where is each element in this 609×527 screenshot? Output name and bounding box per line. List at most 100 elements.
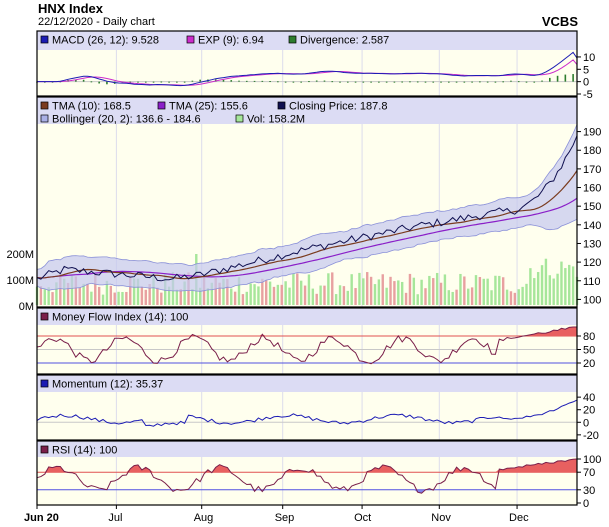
volume-bar: [393, 281, 396, 305]
divergence-bar: [292, 81, 295, 83]
divergence-bar: [331, 81, 334, 83]
volume-bar: [474, 275, 478, 305]
volume-bar: [249, 283, 252, 305]
volume-bar: [501, 277, 505, 305]
y-tick-label: 80: [583, 331, 595, 343]
divergence-bar: [370, 81, 372, 83]
divergence-bar: [82, 79, 85, 82]
divergence-bar: [183, 81, 186, 83]
volume-bar: [552, 278, 555, 305]
volume-bar: [156, 287, 159, 305]
volume-bar: [191, 288, 194, 305]
legend-label: TMA (25): 155.6: [169, 101, 248, 113]
legend-swatch: [40, 379, 49, 388]
volume-bar: [261, 278, 264, 305]
volume-bar: [214, 278, 217, 305]
volume-bar: [323, 285, 326, 305]
volume-bar: [148, 283, 151, 305]
divergence-bar: [106, 81, 108, 85]
divergence-bar: [424, 81, 427, 83]
divergence-bar: [471, 81, 473, 83]
volume-bar: [556, 273, 559, 305]
volume-bar: [90, 291, 93, 305]
legend-label: Closing Price: 187.8: [289, 101, 387, 113]
volume-bar: [39, 286, 43, 305]
volume-bar: [533, 278, 536, 305]
divergence-bar: [284, 81, 287, 83]
volume-bar: [311, 288, 315, 305]
mfi-line: [36, 326, 577, 365]
divergence-bar: [75, 79, 77, 82]
volume-bar: [55, 282, 58, 305]
divergence-bar: [378, 81, 380, 83]
y-tick-label: 5: [583, 64, 589, 76]
panel-frame-momentum: [36, 374, 578, 441]
tma10-line: [36, 170, 578, 280]
volume-bar: [82, 283, 85, 305]
volume-bar: [272, 286, 276, 305]
legend-label: RSI (14): 100: [52, 445, 117, 457]
y-tick-label: 100: [583, 454, 601, 466]
legend-band-mfi: [37, 308, 577, 325]
panel-frame-rsi: [36, 440, 578, 506]
volume-bar: [140, 286, 144, 305]
divergence-bar: [385, 81, 388, 83]
volume-bar: [443, 274, 447, 305]
x-tick-label: Oct: [354, 512, 371, 524]
y-tick-label: 110: [583, 276, 601, 288]
legend-band-price: [37, 97, 577, 124]
volume-bar: [125, 291, 128, 305]
volume-bar: [288, 287, 291, 305]
volume-bar: [94, 274, 97, 305]
y-tick-label: 20: [583, 405, 595, 417]
divergence-bar: [253, 80, 256, 82]
divergence-bar: [160, 81, 163, 83]
volume-bar: [331, 272, 334, 305]
volume-bar: [144, 289, 147, 305]
y-tick-label: 190: [583, 127, 601, 139]
volume-bar: [377, 279, 381, 305]
volume-bar: [233, 291, 237, 305]
legend-band-momentum: [37, 375, 577, 392]
divergence-bar: [238, 80, 240, 82]
volume-bar: [346, 290, 349, 305]
divergence-bar: [455, 81, 458, 83]
volume-bar: [74, 276, 78, 305]
volume-bar: [369, 276, 373, 305]
volume-bar: [198, 287, 202, 305]
volume-bar: [327, 273, 330, 305]
y-tick-label: 130: [583, 238, 601, 250]
volume-bar: [230, 288, 233, 305]
volume-bar: [513, 292, 517, 305]
volume-bar: [412, 277, 416, 305]
y-tick-label: -5: [583, 89, 593, 101]
legend-swatch: [40, 114, 49, 123]
divergence-bar: [401, 81, 403, 83]
volume-bar: [206, 288, 210, 305]
divergence-bar: [346, 81, 349, 83]
volume-tick-label: 100M: [6, 275, 34, 287]
panel-frame-mfi: [36, 307, 578, 375]
divergence-bar: [564, 74, 567, 82]
rsi-line: [36, 458, 578, 494]
volume-bar: [167, 286, 171, 305]
y-tick-label: 50: [583, 345, 595, 357]
legend-swatch: [40, 101, 49, 110]
volume-bar: [470, 287, 474, 305]
divergence-bar: [440, 81, 442, 83]
volume-bar: [482, 278, 485, 305]
volume-bar: [463, 276, 466, 305]
x-tick-label: Jul: [108, 512, 122, 524]
divergence-bar: [510, 80, 512, 82]
divergence-bar: [447, 81, 450, 83]
macd-line: [37, 51, 578, 87]
volume-bar: [455, 289, 458, 305]
divergence-bar: [354, 81, 357, 83]
divergence-bar: [51, 81, 54, 83]
legend-swatch: [277, 101, 286, 110]
panel-frame-price: [36, 96, 578, 308]
volume-bar: [265, 280, 268, 305]
volume-bar: [400, 281, 404, 305]
volume-bar: [257, 286, 260, 305]
volume-bar: [241, 294, 245, 305]
